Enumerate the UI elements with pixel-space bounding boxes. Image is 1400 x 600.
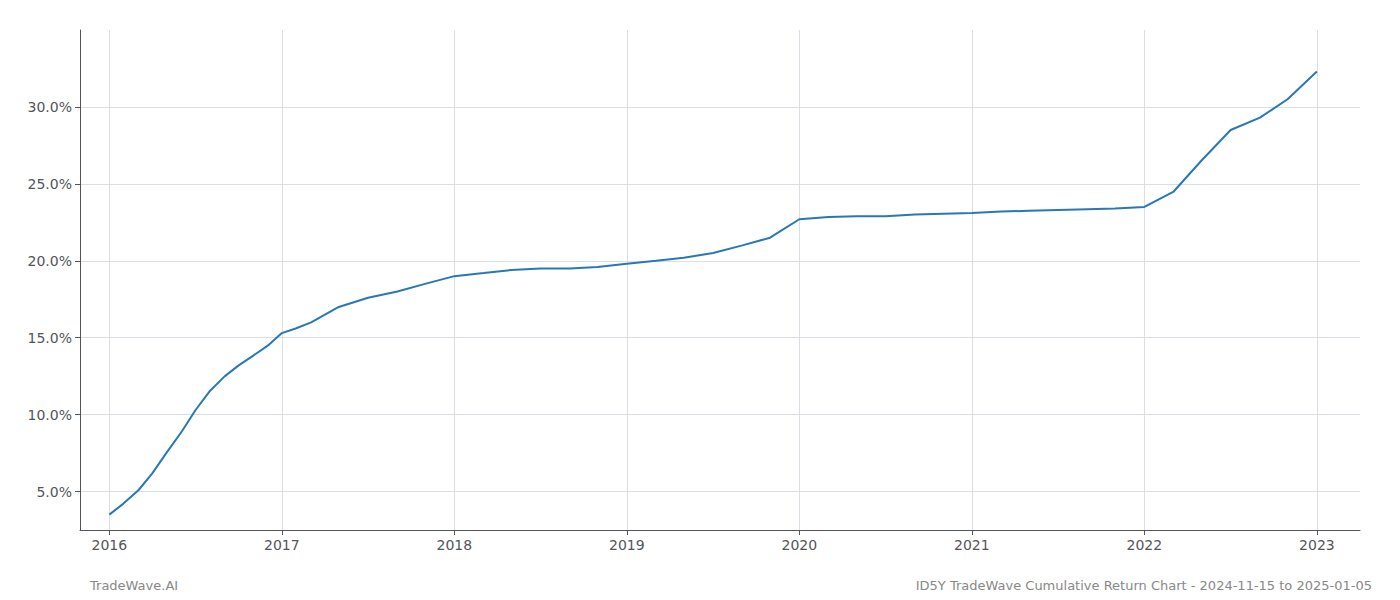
svg-text:15.0%: 15.0% bbox=[28, 330, 72, 346]
svg-text:2023: 2023 bbox=[1299, 537, 1335, 553]
svg-text:2017: 2017 bbox=[264, 537, 300, 553]
svg-text:20.0%: 20.0% bbox=[28, 253, 72, 269]
svg-text:2022: 2022 bbox=[1127, 537, 1163, 553]
svg-text:2016: 2016 bbox=[92, 537, 128, 553]
svg-text:30.0%: 30.0% bbox=[28, 99, 72, 115]
svg-text:ID5Y TradeWave Cumulative Retu: ID5Y TradeWave Cumulative Return Chart -… bbox=[916, 578, 1372, 593]
svg-text:2018: 2018 bbox=[437, 537, 473, 553]
svg-text:2019: 2019 bbox=[609, 537, 645, 553]
svg-text:25.0%: 25.0% bbox=[28, 176, 72, 192]
svg-text:TradeWave.AI: TradeWave.AI bbox=[89, 578, 178, 593]
svg-text:5.0%: 5.0% bbox=[36, 484, 72, 500]
svg-text:2021: 2021 bbox=[954, 537, 990, 553]
svg-text:2020: 2020 bbox=[782, 537, 818, 553]
svg-text:10.0%: 10.0% bbox=[28, 407, 72, 423]
